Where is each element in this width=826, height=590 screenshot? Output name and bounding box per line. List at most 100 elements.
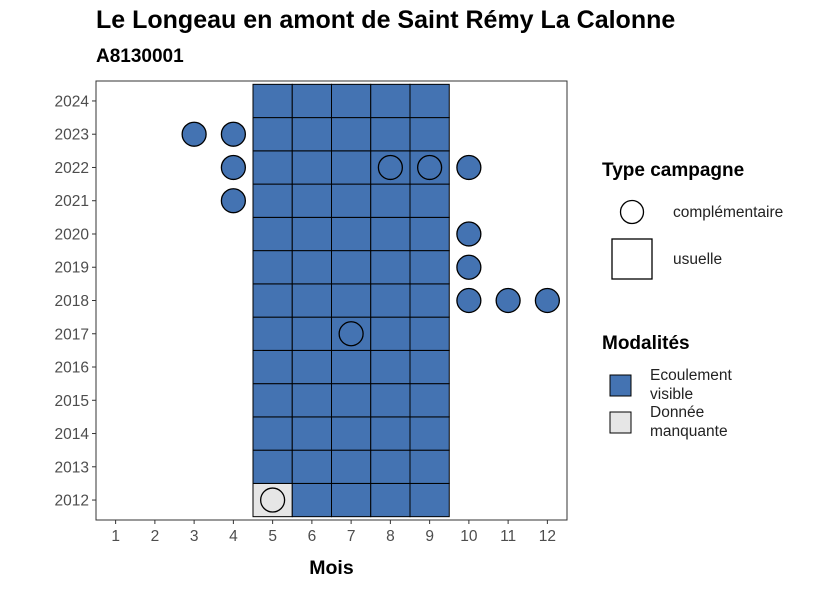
- y-tick-label-2017: 2017: [55, 326, 89, 343]
- tile-2012-7: [331, 482, 372, 518]
- point-2018-12: [534, 287, 560, 314]
- tile-2018-8: [370, 283, 411, 318]
- tile-2024-6: [291, 83, 332, 119]
- tile-2023-6: [291, 117, 332, 152]
- tile-2022-6: [291, 150, 332, 185]
- tile-2018-9: [409, 283, 450, 318]
- tile-2019-6: [291, 250, 332, 285]
- point-2022-8: [377, 154, 403, 181]
- tile-2014-7: [331, 416, 372, 451]
- tile-2022-5: [252, 150, 293, 185]
- tile-2014-6: [291, 416, 332, 451]
- tile-2017-5: [252, 316, 293, 351]
- tile-2017-9: [409, 316, 450, 351]
- x-tick-label-11: 11: [500, 528, 516, 545]
- y-tick-label-2014: 2014: [55, 426, 90, 443]
- legend-modalites-title: Modalités: [602, 333, 690, 354]
- x-tick-label-9: 9: [425, 528, 434, 545]
- legend-type-label-complementaire: complémentaire: [673, 204, 784, 221]
- x-tick-label-8: 8: [386, 528, 395, 545]
- legend-key-manquante: [609, 411, 632, 434]
- tile-2023-5: [252, 117, 293, 152]
- point-2018-11: [495, 287, 521, 314]
- tile-2020-7: [331, 216, 372, 252]
- tile-2022-7: [331, 150, 372, 185]
- x-tick-label-1: 1: [111, 528, 120, 545]
- tile-2021-9: [409, 183, 450, 218]
- legend-key-ecoulement: [609, 374, 632, 397]
- y-tick-label-2016: 2016: [55, 360, 89, 377]
- tile-2015-6: [291, 383, 332, 418]
- point-2023-3: [181, 121, 207, 147]
- tile-2012-8: [370, 482, 411, 518]
- tile-2020-6: [291, 216, 332, 252]
- legend-modalite-label-manquante: Donnée manquante: [650, 404, 728, 440]
- tile-2021-8: [370, 183, 411, 218]
- tile-2016-7: [331, 349, 372, 385]
- y-tick-label-2022: 2022: [55, 160, 89, 177]
- legend-type-label-usuelle: usuelle: [673, 251, 723, 268]
- y-tick-label-2018: 2018: [55, 293, 89, 310]
- tile-2013-8: [370, 449, 411, 484]
- y-tick-label-2012: 2012: [55, 493, 89, 510]
- tile-2018-7: [331, 283, 372, 318]
- point-2018-10: [456, 287, 482, 314]
- tile-2017-6: [291, 316, 332, 351]
- tile-2020-5: [252, 216, 293, 252]
- x-tick-label-3: 3: [190, 528, 199, 545]
- x-tick-label-12: 12: [539, 528, 556, 545]
- y-tick-label-2024: 2024: [55, 93, 90, 110]
- tile-2020-9: [409, 216, 450, 252]
- tile-2024-9: [409, 83, 450, 119]
- tile-2023-9: [409, 117, 450, 152]
- chart-subtitle: A8130001: [96, 46, 184, 67]
- legend-key-square: [611, 238, 653, 280]
- y-tick-label-2023: 2023: [55, 127, 89, 144]
- tile-2015-8: [370, 383, 411, 418]
- tile-2013-6: [291, 449, 332, 484]
- y-tick-label-2015: 2015: [55, 393, 89, 410]
- point-2017-7: [338, 321, 364, 347]
- tile-2014-8: [370, 416, 411, 451]
- tile-2018-5: [252, 283, 293, 318]
- tile-2019-7: [331, 250, 372, 285]
- x-tick-label-2: 2: [151, 528, 160, 545]
- tile-2024-5: [252, 83, 293, 119]
- legend-key-circle: [619, 199, 645, 225]
- tile-2013-7: [331, 449, 372, 484]
- x-axis-title: Mois: [309, 557, 354, 579]
- tile-2014-5: [252, 416, 293, 451]
- tile-2012-6: [291, 482, 332, 518]
- tile-2024-7: [331, 83, 372, 119]
- tile-2015-5: [252, 383, 293, 418]
- y-tick-label-2021: 2021: [55, 193, 89, 210]
- tile-2019-9: [409, 250, 450, 285]
- tile-2016-6: [291, 349, 332, 385]
- legend-modalite-label-ecoulement: Ecoulement visible: [650, 367, 732, 403]
- point-2022-4: [220, 154, 246, 181]
- tile-2019-5: [252, 250, 293, 285]
- legend-type-title: Type campagne: [602, 160, 745, 181]
- tile-2013-9: [409, 449, 450, 484]
- tile-2021-5: [252, 183, 293, 218]
- tile-2021-7: [331, 183, 372, 218]
- tile-2017-8: [370, 316, 411, 351]
- tile-2023-7: [331, 117, 372, 152]
- point-2023-4: [220, 121, 246, 147]
- tile-2023-8: [370, 117, 411, 152]
- point-2020-10: [456, 221, 482, 247]
- tile-2014-9: [409, 416, 450, 451]
- tile-2019-8: [370, 250, 411, 285]
- y-tick-label-2020: 2020: [55, 226, 90, 243]
- tile-2021-6: [291, 183, 332, 218]
- tile-2024-8: [370, 83, 411, 119]
- tile-2016-5: [252, 349, 293, 385]
- x-tick-label-6: 6: [308, 528, 317, 545]
- y-tick-label-2019: 2019: [55, 260, 89, 277]
- tile-2016-8: [370, 349, 411, 385]
- point-2022-9: [417, 154, 443, 181]
- tile-2018-6: [291, 283, 332, 318]
- chart-title: Le Longeau en amont de Saint Rémy La Cal…: [96, 6, 676, 34]
- point-2021-4: [220, 188, 246, 214]
